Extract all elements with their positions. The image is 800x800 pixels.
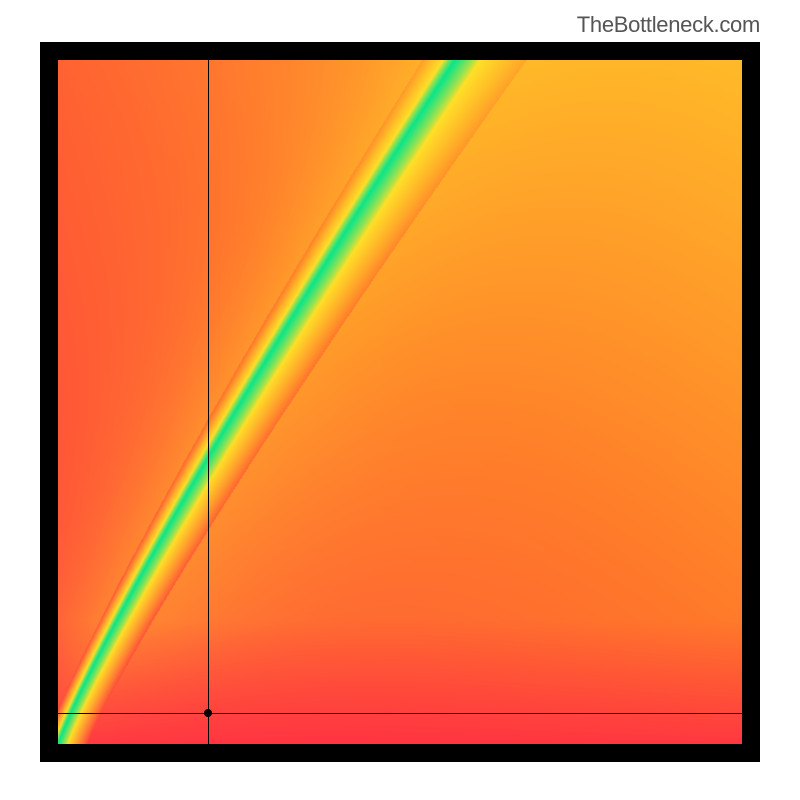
attribution-text: TheBottleneck.com — [577, 12, 760, 38]
heatmap-canvas — [58, 60, 742, 744]
crosshair-horizontal — [58, 713, 742, 714]
crosshair-vertical — [208, 60, 209, 744]
marker-dot — [204, 709, 212, 717]
chart-container: TheBottleneck.com — [0, 0, 800, 800]
plot-area — [58, 60, 742, 744]
chart-frame — [40, 42, 760, 762]
